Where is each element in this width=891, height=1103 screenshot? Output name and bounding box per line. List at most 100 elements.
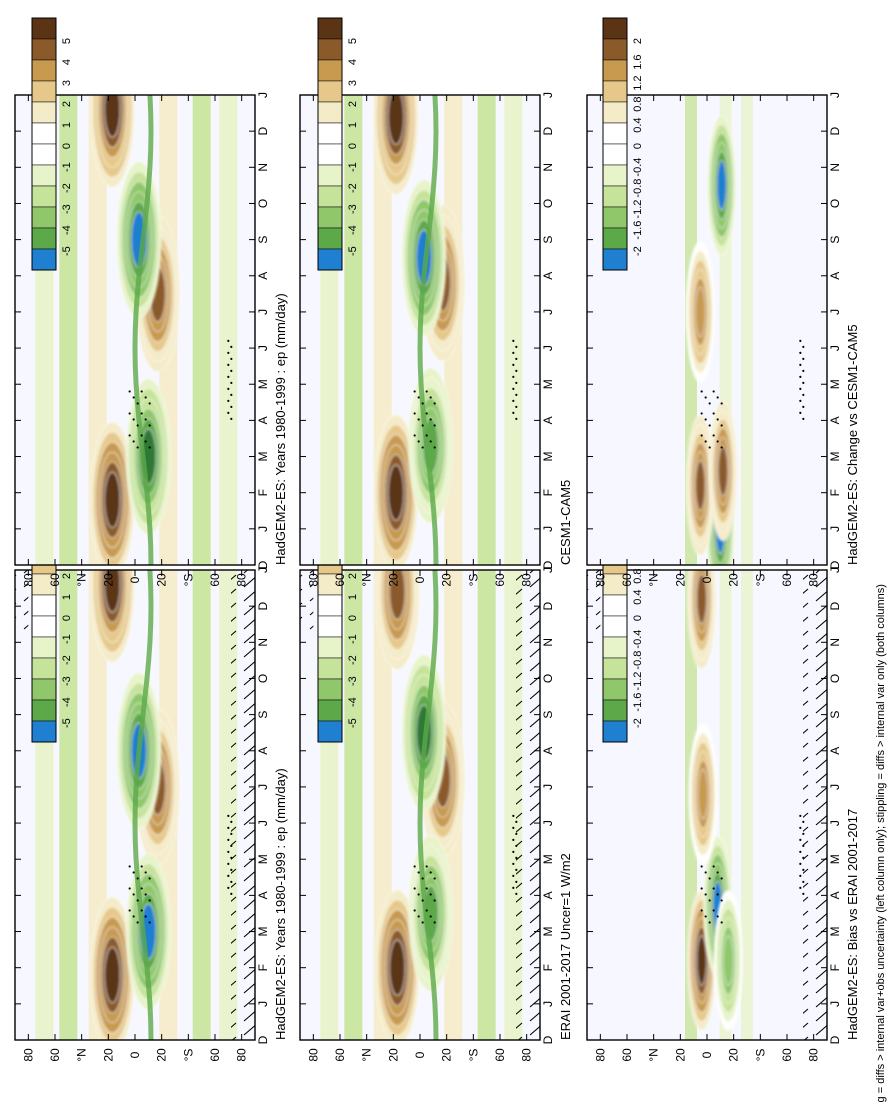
stipple-dot (230, 405, 233, 408)
colorbar-swatch (31, 657, 57, 680)
month-tick-label: F (828, 964, 842, 971)
lat-tick-label: 0 (700, 576, 714, 583)
colorbar-label: 5 (347, 38, 359, 44)
lat-tick-label: 80 (21, 1048, 35, 1062)
stipple-dot (425, 412, 428, 415)
stipple-dot (512, 826, 515, 829)
colorbar-label: -4 (61, 697, 73, 707)
stipple-dot (802, 417, 805, 420)
month-tick-label: S (828, 711, 842, 719)
month-tick-label: N (828, 638, 842, 647)
field-layer (685, 95, 805, 565)
stipple-dot (704, 396, 707, 399)
field-contour (697, 768, 709, 820)
colorbar-label: -1 (347, 634, 359, 644)
lat-tick-label: 20 (673, 1048, 687, 1062)
colorbar-swatch (602, 38, 628, 61)
colorbar-swatch (31, 143, 57, 166)
lat-tick-label: °S (181, 1049, 195, 1062)
lat-tick-label: 80 (21, 573, 35, 587)
stipple-dot (227, 363, 230, 366)
colorbar-swatch (317, 206, 343, 229)
month-tick-label: N (256, 163, 270, 172)
stipple-dot (708, 446, 711, 449)
colorbar-label: -0.4 (632, 158, 644, 177)
stipple-dot (712, 887, 715, 890)
field-contour (695, 286, 706, 338)
lat-tick-label: °N (75, 1048, 89, 1061)
stipple-dot (227, 886, 230, 889)
stipple-dot (148, 402, 151, 405)
lat-tick-label: 20 (727, 573, 741, 587)
stipple-dot (799, 862, 802, 865)
month-tick-label: J (541, 784, 555, 790)
month-tick-label: A (256, 416, 270, 424)
colorbar-label: -2 (347, 183, 359, 193)
colorbar-swatch (31, 594, 57, 617)
stipple-dot (128, 434, 131, 437)
colorbar-swatch (602, 59, 628, 82)
lat-tick-label: °N (360, 573, 374, 586)
stipple-dot (132, 915, 135, 918)
lat-tick-label: 0 (700, 1051, 714, 1058)
stipple-dot (704, 418, 707, 421)
month-tick-label: D (256, 601, 270, 610)
stipple-dot (230, 357, 233, 360)
field-contour (104, 471, 121, 529)
stipple-dot (700, 434, 703, 437)
stipple-dot (144, 396, 147, 399)
stipple-dot (802, 357, 805, 360)
stipple-dot (433, 877, 436, 880)
lat-tick-label: 20 (386, 573, 400, 587)
month-tick-label: N (541, 638, 555, 647)
colorbar-label: -2 (632, 718, 644, 728)
stipple-dot (433, 424, 436, 427)
month-tick-label: F (541, 489, 555, 496)
month-tick-label: A (256, 272, 270, 280)
month-tick-label: D (256, 560, 270, 569)
stipple-dot (512, 363, 515, 366)
month-tick-label: J (256, 92, 270, 98)
month-tick-label: N (828, 163, 842, 172)
stipple-dot (425, 909, 428, 912)
stipple-dot (712, 909, 715, 912)
stipple-dot (144, 440, 147, 443)
stipple-dot (132, 418, 135, 421)
background-band (192, 95, 211, 565)
colorbar-swatch (602, 248, 628, 271)
colorbar-label: 0.4 (632, 589, 644, 604)
stipple-dot (515, 357, 518, 360)
lat-tick-label: 80 (235, 1048, 249, 1062)
month-tick-label: M (256, 452, 270, 462)
lat-tick-label: 60 (208, 573, 222, 587)
month-tick-label: D (541, 126, 555, 135)
stipple-dot (230, 892, 233, 895)
stipple-dot (413, 887, 416, 890)
colorbar-swatch (317, 720, 343, 743)
stipple-dot (515, 820, 518, 823)
lat-tick-label: 80 (235, 573, 249, 587)
hatch-north (587, 570, 601, 630)
month-tick-label: M (828, 854, 842, 864)
colorbar-swatch (31, 17, 57, 40)
month-tick-label: D (541, 560, 555, 569)
lat-tick-label: 60 (780, 573, 794, 587)
stipple-dot (421, 877, 424, 880)
stipple-dot (716, 396, 719, 399)
stipple-dot (148, 424, 151, 427)
colorbar-frame (31, 17, 57, 271)
stipple-dot (512, 399, 515, 402)
stipple-dot (429, 893, 432, 896)
colorbar-label: -2 (347, 655, 359, 665)
lat-tick-label: 80 (593, 1048, 607, 1062)
lat-tick-label: 80 (306, 573, 320, 587)
month-tick-label: J (541, 92, 555, 98)
month-tick-label: M (256, 927, 270, 937)
colorbar-label: -2 (61, 655, 73, 665)
month-tick-label: D (828, 1035, 842, 1044)
month-tick-label: A (256, 891, 270, 899)
background-band (344, 570, 363, 1040)
stipple-dot (799, 399, 802, 402)
